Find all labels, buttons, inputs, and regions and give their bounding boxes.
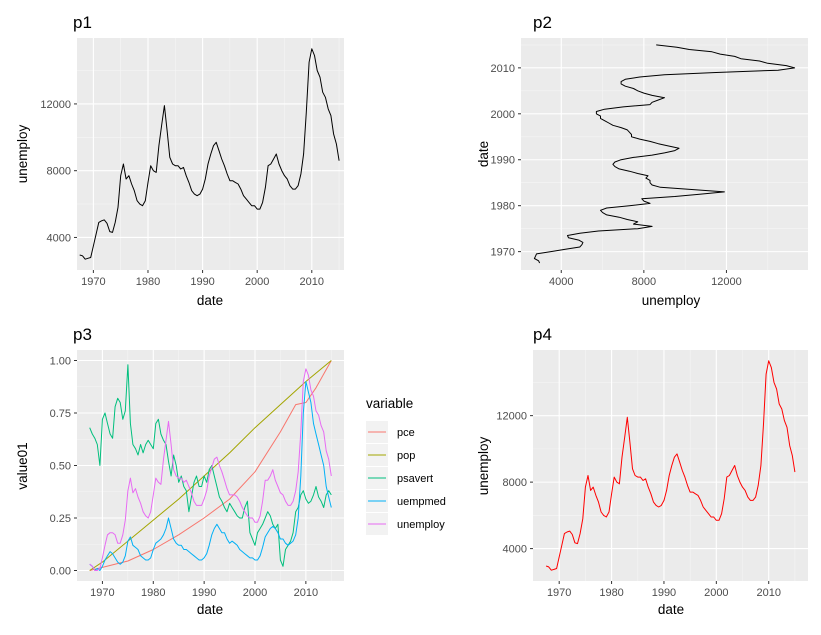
panel-title: p3 xyxy=(73,325,92,344)
x-tick-label: 2000 xyxy=(704,587,728,599)
y-axis-title: value01 xyxy=(15,442,30,489)
y-tick-label: 4000 xyxy=(503,544,527,556)
x-tick-label: 1990 xyxy=(190,276,214,288)
x-tick-label: 2000 xyxy=(245,276,269,288)
x-tick-label: 12000 xyxy=(711,276,742,288)
x-axis-title: date xyxy=(658,602,684,617)
legend-label: uempmed xyxy=(397,496,446,508)
y-axis-title: date xyxy=(476,141,491,167)
y-tick-label: 0.50 xyxy=(50,461,71,473)
y-tick-label: 0.75 xyxy=(50,408,71,420)
y-tick-label: 1.00 xyxy=(50,356,71,368)
panel-title: p1 xyxy=(73,13,92,32)
y-tick-label: 4000 xyxy=(47,232,71,244)
x-tick-label: 1970 xyxy=(90,587,114,599)
legend-label: pop xyxy=(397,450,415,462)
x-tick-label: 1980 xyxy=(599,587,623,599)
y-tick-label: 8000 xyxy=(47,166,71,178)
series-line-psavert xyxy=(89,364,332,567)
y-tick-label: 2000 xyxy=(491,109,515,121)
y-tick-label: 0.25 xyxy=(50,513,71,525)
x-tick-label: 1980 xyxy=(136,276,160,288)
x-axis-title: unemploy xyxy=(642,293,701,308)
legend-title: variable xyxy=(366,396,413,411)
y-tick-label: 1970 xyxy=(491,247,515,259)
legend-item-unemploy: unemploy xyxy=(366,513,445,535)
series-line-p1 xyxy=(79,48,340,260)
series-line-pce xyxy=(89,360,332,571)
y-tick-label: 0.00 xyxy=(50,566,71,578)
y-tick-label: 1990 xyxy=(491,155,515,167)
y-tick-label: 1980 xyxy=(491,201,515,213)
panel-title: p2 xyxy=(533,13,552,32)
x-tick-label: 1970 xyxy=(547,587,571,599)
legend-item-psavert: psavert xyxy=(366,467,433,489)
legend-label: psavert xyxy=(397,473,433,485)
panel-p3: 1970 1980 1990 2000 2010 0.00 0.25 0.50 0.75 1.00… xyxy=(15,325,344,617)
series-line-p4 xyxy=(545,360,796,571)
x-tick-label: 2000 xyxy=(243,587,267,599)
series-line-uempmed xyxy=(89,381,332,571)
x-tick-label: 1980 xyxy=(141,587,165,599)
panel-p1: 1970 1980 1990 2000 2010 4000 8000 12000 p1 date u… xyxy=(15,13,344,308)
series-line-p2 xyxy=(533,44,796,264)
y-axis-title: unemploy xyxy=(476,436,491,495)
panel-p4: 1970 1980 1990 2000 2010 4000 8000 12000 p4 date u… xyxy=(476,325,808,617)
x-tick-label: 1990 xyxy=(652,587,676,599)
x-tick-label: 1990 xyxy=(192,587,216,599)
plot-background xyxy=(533,350,808,581)
legend-item-uempmed: uempmed xyxy=(366,490,446,512)
y-axis-title: unemploy xyxy=(15,124,30,183)
legend-item-pce: pce xyxy=(366,421,415,443)
y-tick-label: 12000 xyxy=(40,99,71,111)
x-tick-label: 2010 xyxy=(756,587,780,599)
y-tick-label: 12000 xyxy=(496,411,527,423)
y-tick-label: 8000 xyxy=(503,477,527,489)
legend-label: unemploy xyxy=(397,519,445,531)
x-tick-label: 1970 xyxy=(81,276,105,288)
legend-item-pop: pop xyxy=(366,444,415,466)
legend: variable pce pop psavert uempmed unemploy xyxy=(366,396,446,535)
x-axis-title: date xyxy=(197,293,223,308)
x-tick-label: 2010 xyxy=(294,587,318,599)
panel-title: p4 xyxy=(533,325,552,344)
x-tick-label: 2010 xyxy=(300,276,324,288)
legend-label: pce xyxy=(397,427,415,439)
x-axis-title: date xyxy=(197,602,223,617)
x-tick-label: 8000 xyxy=(632,276,656,288)
y-tick-label: 2010 xyxy=(491,63,515,75)
plot-background xyxy=(521,38,808,270)
series-line-unemploy xyxy=(89,368,332,571)
panel-p2: 4000 8000 12000 1970 1980 1990 2000 2010 p2 unemp… xyxy=(476,13,808,308)
x-tick-label: 4000 xyxy=(549,276,573,288)
